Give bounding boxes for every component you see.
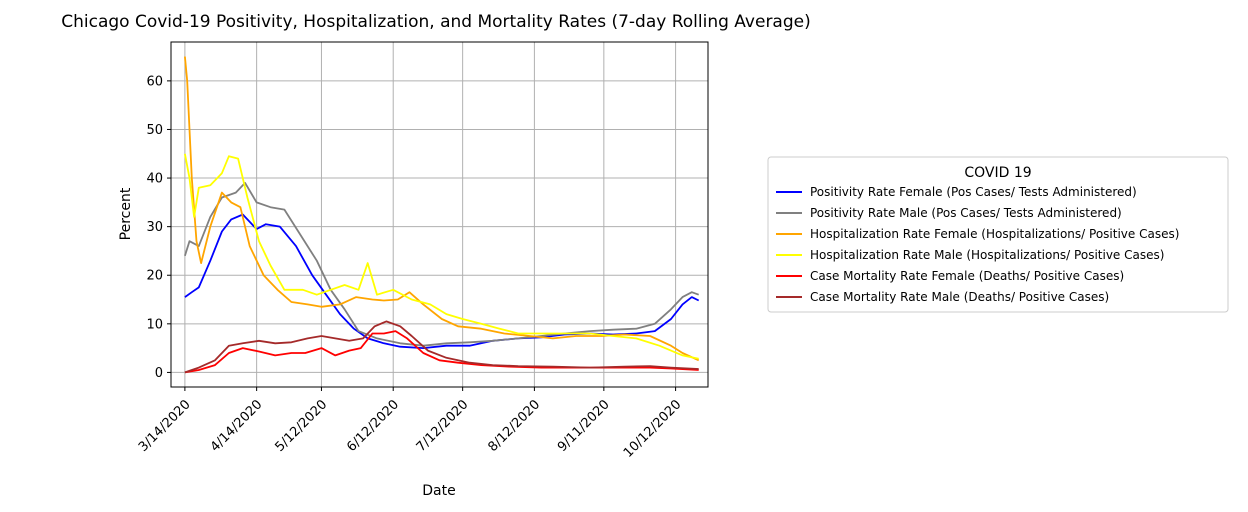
series-line-1 <box>184 181 700 347</box>
legend-entry-2: Hospitalization Rate Female (Hospitaliza… <box>810 227 1179 241</box>
y-tick-label: 0 <box>155 366 163 381</box>
x-tick-label: 10/12/2020 <box>621 397 685 461</box>
legend-entry-1: Positivity Rate Male (Pos Cases/ Tests A… <box>810 206 1122 220</box>
legend-entry-0: Positivity Rate Female (Pos Cases/ Tests… <box>810 185 1137 199</box>
y-tick-label: 40 <box>146 172 163 187</box>
chart-title: Chicago Covid-19 Positivity, Hospitaliza… <box>61 12 811 32</box>
y-axis-label: Percent <box>118 187 134 240</box>
x-tick-label: 7/12/2020 <box>414 397 472 455</box>
x-tick-label: 5/12/2020 <box>273 397 331 455</box>
legend: COVID 19 Positivity Rate Female (Pos Cas… <box>767 156 1229 313</box>
x-tick-label: 3/14/2020 <box>136 397 194 455</box>
legend-items: Positivity Rate Female (Pos Cases/ Tests… <box>776 185 1179 304</box>
series-lines <box>184 56 700 374</box>
x-axis-label: Date <box>422 483 455 499</box>
y-ticks: 0 10 20 30 40 50 60 <box>146 74 171 381</box>
legend-entry-3: Hospitalization Rate Male (Hospitalizati… <box>810 248 1164 262</box>
x-tick-label: 6/12/2020 <box>344 397 402 455</box>
x-tick-label: 8/12/2020 <box>485 397 543 455</box>
y-tick-label: 30 <box>146 220 163 235</box>
y-tick-label: 20 <box>146 269 163 284</box>
series-line-5 <box>184 320 699 374</box>
y-tick-label: 50 <box>146 123 163 138</box>
legend-title: COVID 19 <box>964 165 1031 181</box>
legend-entry-4: Case Mortality Rate Female (Deaths/ Posi… <box>810 269 1124 283</box>
series-line-3 <box>184 153 699 360</box>
x-ticks: 3/14/2020 4/14/2020 5/12/2020 6/12/2020 7/12… <box>136 387 684 461</box>
plot-frame <box>170 41 709 388</box>
legend-box <box>767 156 1229 313</box>
x-tick-label: 9/11/2020 <box>555 397 613 455</box>
y-tick-label: 10 <box>146 317 163 332</box>
y-tick-label: 60 <box>146 74 163 89</box>
legend-entry-5: Case Mortality Rate Male (Deaths/ Positi… <box>810 290 1109 304</box>
series-line-2 <box>184 56 700 362</box>
series-line-0 <box>184 213 700 350</box>
x-tick-label: 4/14/2020 <box>208 397 266 455</box>
